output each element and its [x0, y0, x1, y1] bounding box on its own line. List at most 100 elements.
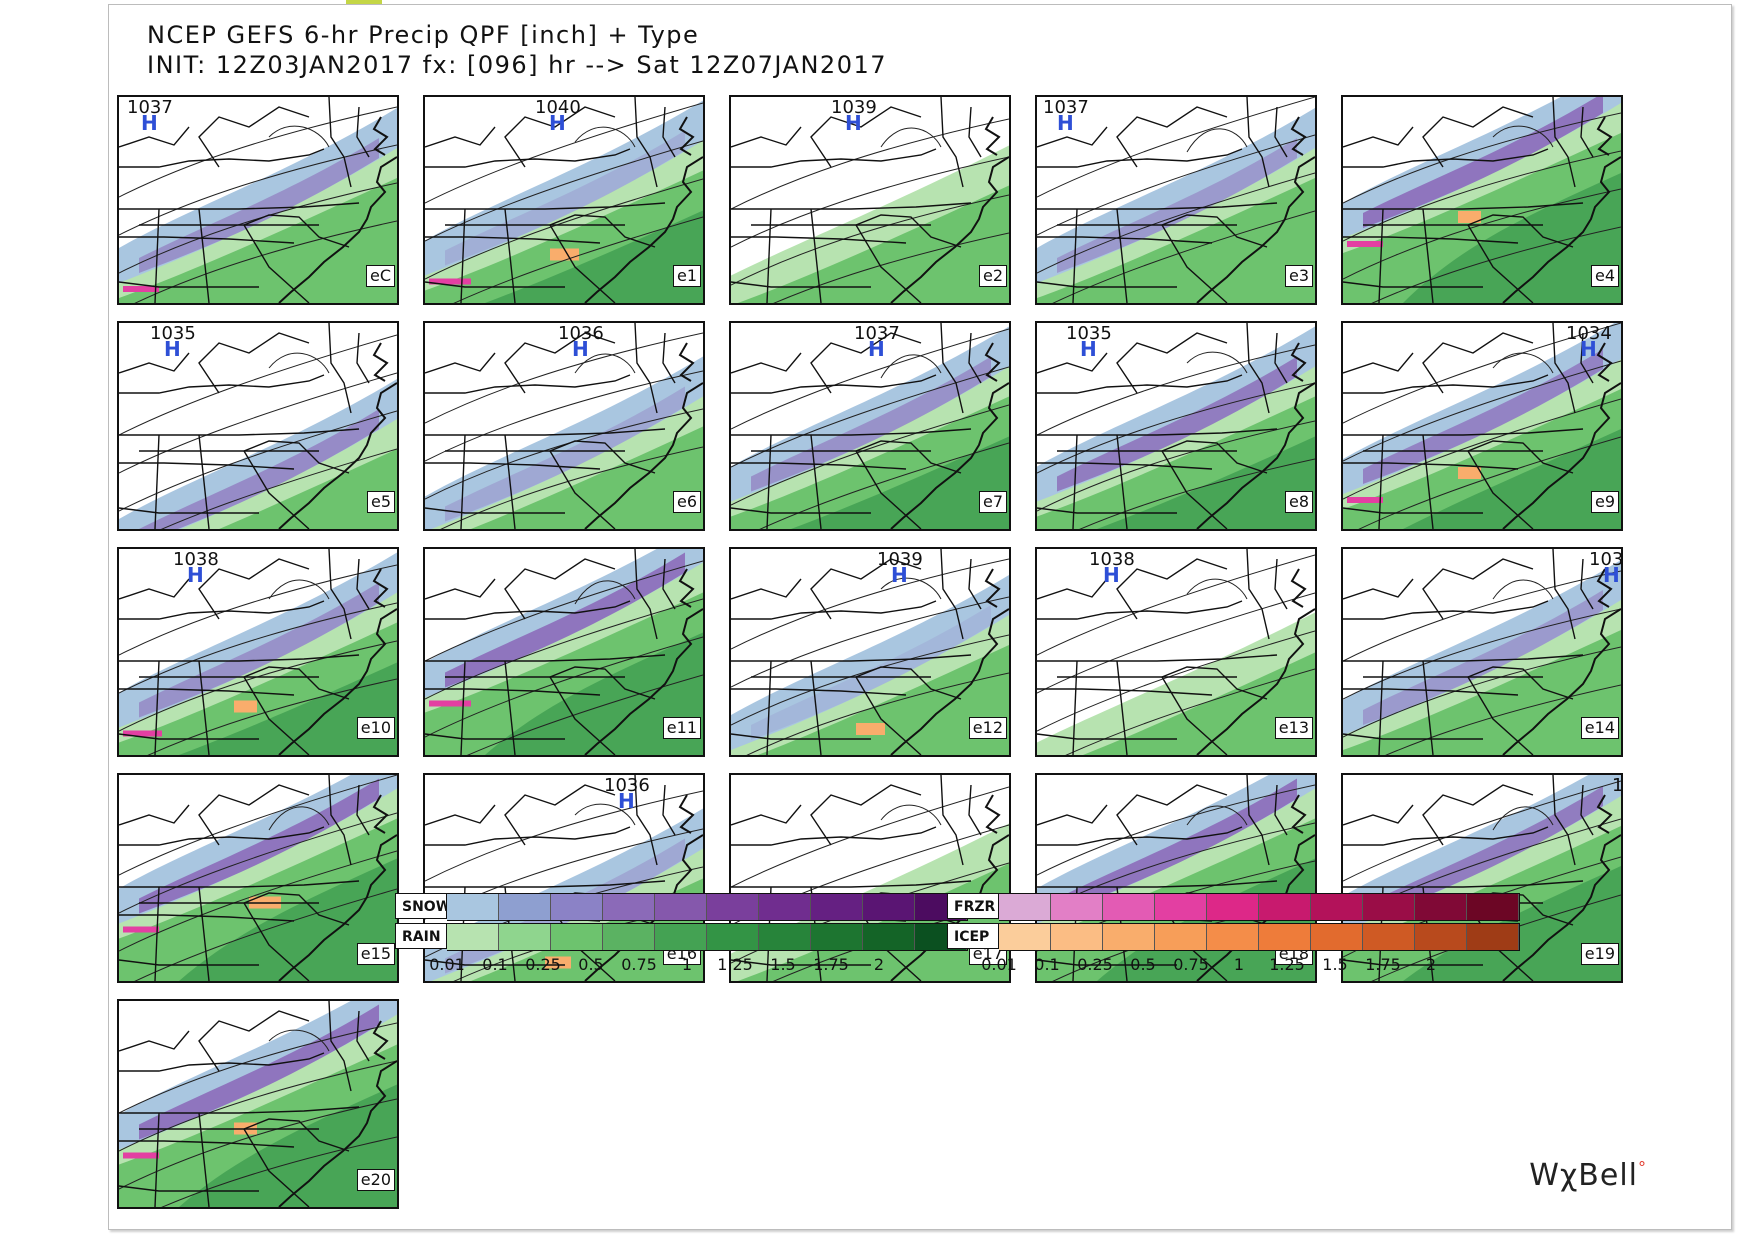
state-border [1116, 106, 1228, 168]
state-border [766, 660, 772, 755]
member-label: e10 [356, 717, 395, 739]
state-border [460, 434, 466, 529]
legend-swatch [863, 924, 915, 950]
coastline [1502, 382, 1621, 529]
high-pressure-marker: H [1080, 337, 1097, 361]
state-border [1116, 332, 1228, 394]
high-pressure-marker: H [572, 337, 589, 361]
isobar [1492, 579, 1554, 600]
legend-tick-label: 0.75 [1173, 955, 1209, 974]
state-border [1378, 208, 1384, 303]
legend-swatch [1467, 894, 1519, 920]
isobar [1037, 172, 1315, 274]
legend-swatch [1155, 894, 1207, 920]
snow-legend-label: SNOW [395, 893, 451, 919]
state-border [1378, 434, 1384, 529]
state-border [855, 450, 922, 529]
legend-tick-label: 1.25 [717, 955, 753, 974]
legend-swatch [655, 924, 707, 950]
state-border [731, 126, 802, 148]
snow-area-moderate [139, 1004, 379, 1140]
rain-area-moderate [1037, 652, 1315, 755]
state-border [968, 558, 982, 610]
legend-tick-label: 1.75 [813, 955, 849, 974]
legend-swatch [1051, 924, 1103, 950]
legend-swatch [1259, 894, 1311, 920]
legend-tick-label: 1 [1233, 955, 1245, 974]
state-border [940, 97, 964, 188]
coastline [1290, 794, 1307, 834]
coastline [1502, 156, 1621, 303]
isobar [1343, 360, 1621, 462]
legend-swatch [1311, 924, 1363, 950]
state-border [119, 236, 295, 244]
high-pressure-marker: H [1580, 337, 1597, 361]
state-border [243, 902, 310, 981]
state-border [1343, 352, 1414, 374]
freezing-rain-area [1347, 241, 1383, 247]
isobar [731, 194, 1009, 286]
state-border [634, 97, 658, 188]
member-label: eC [365, 265, 395, 287]
rain-area-heavy [179, 1084, 397, 1207]
member-label: e1 [672, 265, 701, 287]
state-border [1037, 281, 1177, 288]
isobar [119, 372, 397, 474]
state-border [1037, 126, 1108, 148]
legend-tick-label: 0.5 [578, 955, 604, 974]
member-label: e5 [366, 491, 395, 513]
frzr-legend-label: FRZR [947, 893, 999, 919]
state-border [1274, 558, 1288, 610]
state-border [1246, 549, 1270, 640]
isobar [134, 888, 397, 981]
state-border [662, 784, 676, 836]
legend-swatch [551, 924, 603, 950]
isobar [119, 106, 397, 198]
state-border [119, 1030, 190, 1052]
member-label: e14 [1580, 717, 1619, 739]
coastline [1596, 342, 1613, 382]
state-border [855, 214, 962, 248]
coastline [1596, 794, 1613, 834]
legend-swatch [1207, 924, 1259, 950]
isobar [1037, 592, 1315, 694]
snow-color-bar [447, 893, 968, 921]
state-border [119, 1140, 295, 1148]
state-border [425, 126, 496, 148]
state-border [504, 558, 616, 620]
legend-ticks: 0.01 0.1 0.25 0.5 0.75 1 1.25 1.5 1.75 2 [947, 955, 1587, 975]
snow-area-moderate [1057, 138, 1297, 273]
state-border [662, 332, 676, 384]
coastline [1196, 608, 1315, 755]
member-label: e3 [1284, 265, 1313, 287]
legend-tick-label: 1.25 [1269, 955, 1305, 974]
state-border [1037, 507, 1177, 514]
snow-area-moderate [445, 130, 685, 266]
state-border [968, 332, 982, 384]
coastline [1290, 342, 1307, 382]
coastline [372, 116, 389, 156]
legend-swatch [1103, 894, 1155, 920]
state-border [1037, 374, 1243, 394]
isobar [119, 564, 397, 656]
state-border [1343, 733, 1483, 740]
state-border [855, 224, 922, 303]
coastline [678, 794, 695, 834]
coastline [984, 342, 1001, 382]
state-border [243, 676, 310, 755]
high-pressure-value: 1038 [1089, 549, 1135, 570]
isobar [425, 560, 703, 662]
rain-area-heavy [179, 858, 397, 981]
state-border [810, 558, 922, 620]
isobar [1358, 436, 1621, 529]
member-label: e15 [356, 943, 395, 965]
isobar [1037, 134, 1315, 236]
state-border [1072, 208, 1078, 303]
isobar [119, 812, 397, 914]
state-border [1580, 558, 1594, 610]
figure-subtitle: INIT: 12Z03JAN2017 fx: [096] hr --> Sat … [147, 51, 888, 79]
high-pressure-marker: H [141, 111, 158, 135]
